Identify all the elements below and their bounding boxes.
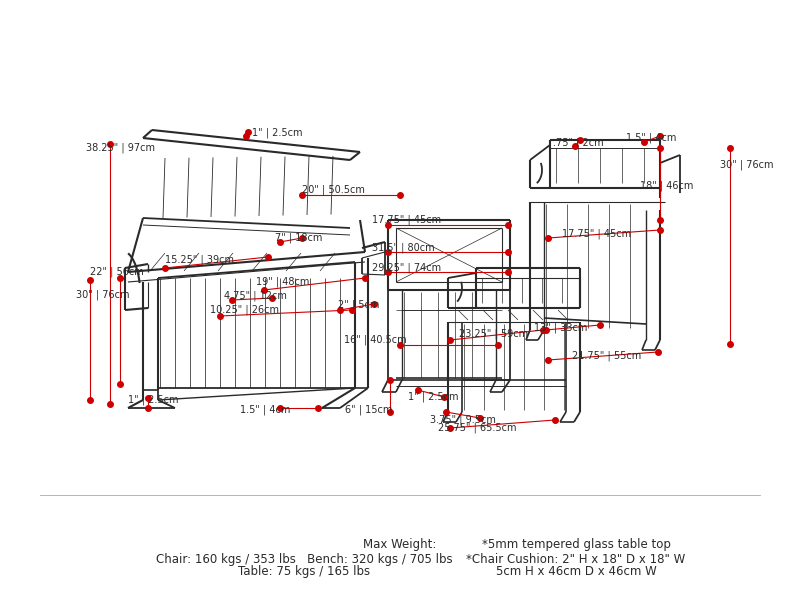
Text: Table: 75 kgs / 165 lbs: Table: 75 kgs / 165 lbs	[238, 565, 370, 578]
Text: 31.5" | 80cm: 31.5" | 80cm	[372, 243, 434, 253]
Text: 22" | 56cm: 22" | 56cm	[90, 267, 144, 277]
Text: 17.75" | 45cm: 17.75" | 45cm	[372, 215, 441, 225]
Text: 10.25" | 26cm: 10.25" | 26cm	[210, 305, 279, 315]
Text: 30" | 76cm: 30" | 76cm	[720, 160, 774, 170]
Text: 1" | 2.5cm: 1" | 2.5cm	[128, 395, 178, 405]
Text: 38.25" | 97cm: 38.25" | 97cm	[86, 143, 155, 153]
Text: 19" | 48cm: 19" | 48cm	[256, 277, 310, 287]
Text: 29.25" | 74cm: 29.25" | 74cm	[372, 263, 441, 273]
Text: *Chair Cushion: 2" H x 18" D x 18" W: *Chair Cushion: 2" H x 18" D x 18" W	[466, 553, 686, 566]
Text: 4.75" | 12cm: 4.75" | 12cm	[224, 291, 287, 301]
Text: 21.75" | 55cm: 21.75" | 55cm	[572, 351, 642, 361]
Text: 20" | 50.5cm: 20" | 50.5cm	[302, 185, 365, 195]
Text: Chair: 160 kgs / 353 lbs   Bench: 320 kgs / 705 lbs: Chair: 160 kgs / 353 lbs Bench: 320 kgs …	[156, 553, 452, 566]
Text: 16" | 40.5cm: 16" | 40.5cm	[344, 335, 406, 345]
Text: Max Weight:: Max Weight:	[363, 538, 437, 551]
Text: 17.75" | 45cm: 17.75" | 45cm	[562, 229, 631, 239]
Text: 1.5" | 4cm: 1.5" | 4cm	[240, 405, 290, 415]
Text: 3.75" | 9.5cm: 3.75" | 9.5cm	[430, 415, 496, 425]
Text: 6" | 15cm: 6" | 15cm	[345, 405, 392, 415]
Text: 15.25" | 39cm: 15.25" | 39cm	[165, 255, 234, 265]
Text: 25.75" | 65.5cm: 25.75" | 65.5cm	[438, 423, 517, 433]
Text: 1" | 2.5cm: 1" | 2.5cm	[408, 392, 458, 402]
Text: 1" | 2.5cm: 1" | 2.5cm	[252, 128, 302, 138]
Text: 30" | 76cm: 30" | 76cm	[76, 290, 130, 300]
Text: 13" | 33cm: 13" | 33cm	[534, 323, 587, 333]
Text: 18" | 46cm: 18" | 46cm	[640, 181, 694, 191]
Text: 23.25" | 59cm: 23.25" | 59cm	[459, 329, 528, 339]
Text: 1.5" | 4cm: 1.5" | 4cm	[626, 133, 676, 143]
Text: .75" | 2cm: .75" | 2cm	[553, 138, 604, 148]
Text: 7" | 18cm: 7" | 18cm	[275, 233, 322, 243]
Text: *5mm tempered glass table top: *5mm tempered glass table top	[482, 538, 670, 551]
Text: 5cm H x 46cm D x 46cm W: 5cm H x 46cm D x 46cm W	[496, 565, 656, 578]
Text: 2" | 5cm: 2" | 5cm	[338, 300, 379, 310]
